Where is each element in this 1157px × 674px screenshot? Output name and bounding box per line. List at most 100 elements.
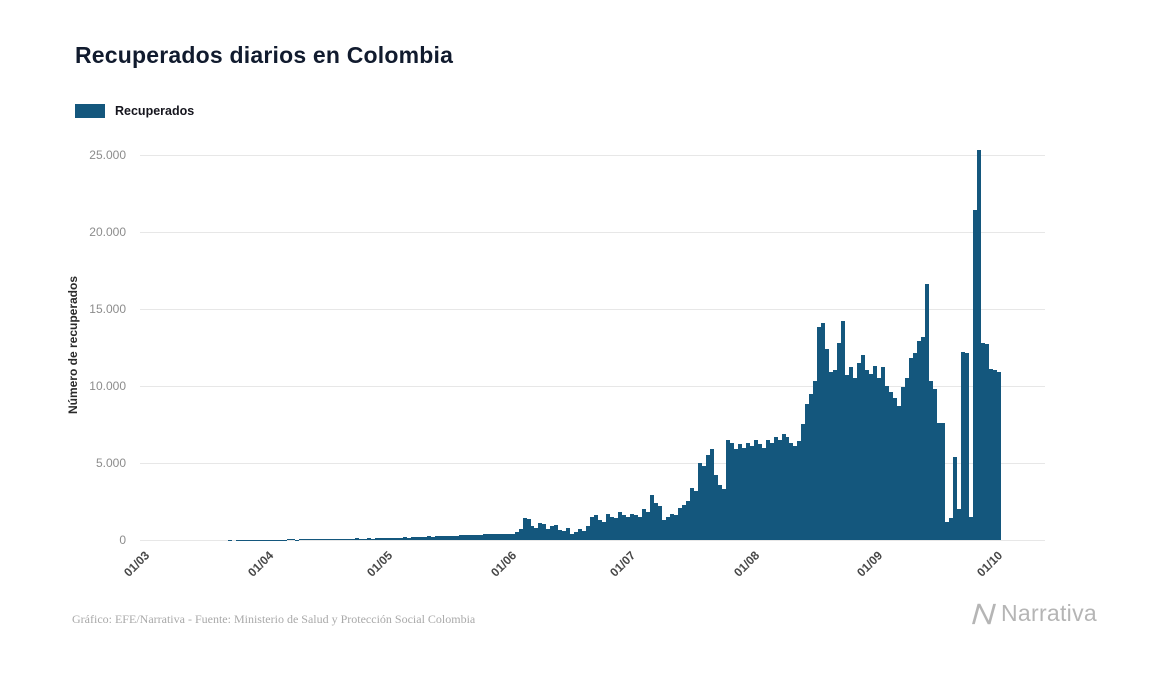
bar [972,210,977,540]
bar [873,365,878,540]
bar [566,527,571,540]
bar [359,538,364,540]
bar [514,532,519,540]
bar [626,516,631,540]
bar [913,353,917,540]
bar [881,367,886,540]
legend: Recuperados [75,104,194,118]
bar [936,422,941,540]
bar [339,538,344,540]
bar [610,516,615,540]
bar [422,536,427,540]
bar [697,462,702,540]
bar [287,539,292,540]
bar [769,442,774,540]
bar [586,526,591,540]
bar [430,536,435,540]
bar [761,447,766,540]
bar [351,538,356,540]
gridline [140,231,1045,233]
bar [785,436,790,540]
bar [968,516,973,540]
bar [737,444,742,540]
bar [578,529,583,540]
bar [299,539,304,540]
x-tick-label: 01/06 [487,548,519,580]
x-tick-label: 01/09 [854,548,886,580]
bar [319,538,324,540]
bar [347,538,352,540]
bar [725,439,730,540]
bar [905,378,910,540]
bar [689,487,694,540]
bar [924,284,929,540]
bar [713,475,718,540]
bar [598,519,603,540]
bar [530,526,535,540]
bar [717,484,722,540]
x-tick-label: 01/10 [974,548,1006,580]
bar [558,529,563,540]
bar [434,536,439,540]
bar [582,530,587,540]
bar [825,348,830,540]
bar [602,521,607,540]
bar [865,370,870,540]
bar [956,509,961,540]
bar [315,539,320,540]
bar [331,538,336,540]
bar [741,447,746,540]
bar [777,439,782,540]
bar [343,538,348,540]
bar [522,518,527,540]
bar [502,534,507,540]
bar [410,537,415,540]
bar [590,516,595,540]
bar [932,388,937,540]
bar [665,516,670,540]
bar [869,373,874,540]
bar [570,533,575,540]
bar [909,358,913,540]
bar [757,444,762,540]
bar [813,381,818,540]
bar [920,336,925,540]
y-axis-title: Número de recuperados [66,275,80,415]
bar [542,523,547,540]
bar [996,371,1001,540]
bar [733,449,738,540]
bar [948,518,953,540]
gridline [140,154,1045,156]
x-axis-tick-labels: 01/03 01/04 01/05 01/06 01/07 01/08 01/09 01/10 [121,540,1005,600]
bar [841,321,846,540]
bar [861,355,866,540]
bar [494,534,499,540]
gridline [140,385,1045,387]
bar [654,503,658,540]
bar [952,456,957,540]
y-tick-label: 20.000 [89,224,126,239]
bar [462,535,467,540]
y-tick-label: 0 [119,533,126,547]
bar [805,404,810,540]
bar [538,523,543,540]
gridline [140,540,1045,541]
bar [893,398,898,540]
bars-layer [148,150,1001,540]
narrativa-logo-icon [971,603,996,624]
bar [642,509,647,540]
bar [395,537,400,540]
bar [845,375,850,540]
bar [837,342,842,540]
bar [745,442,750,540]
bar [976,150,981,540]
bar [391,538,396,540]
bar [446,536,451,540]
x-tick-label: 01/08 [730,548,763,580]
bar [646,512,651,540]
bar [889,392,894,540]
bar [454,535,459,540]
bar [323,539,328,540]
bar [753,439,758,540]
bar [474,534,479,540]
